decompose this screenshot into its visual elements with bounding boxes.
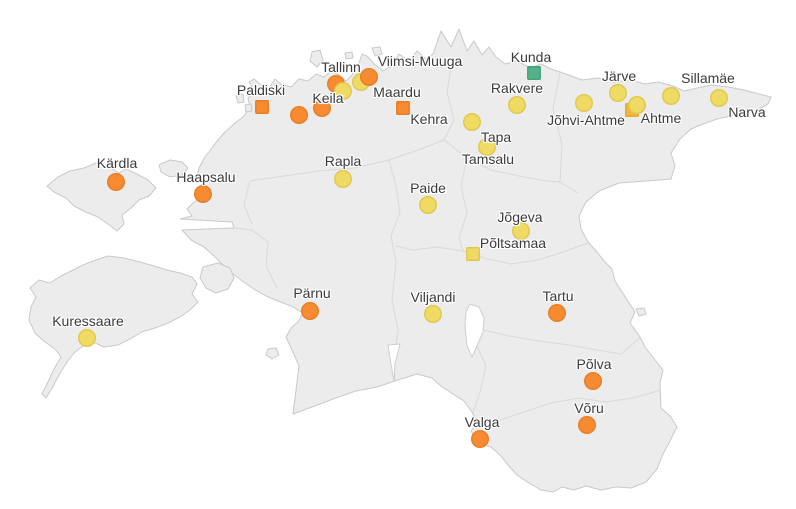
station-marker-paide[interactable]	[419, 195, 438, 214]
station-marker-parnu[interactable]	[301, 302, 320, 321]
station-marker-tartu[interactable]	[548, 304, 567, 323]
station-marker-rapla[interactable]	[334, 169, 353, 188]
station-marker-polva[interactable]	[584, 372, 603, 391]
station-marker-paldiski[interactable]	[255, 100, 269, 114]
station-marker-johvi-ahtme[interactable]	[575, 93, 594, 112]
station-marker-kehra[interactable]	[396, 101, 410, 115]
station-marker-viljandi[interactable]	[424, 305, 443, 324]
county-boundaries	[233, 61, 662, 425]
station-marker-rakvere[interactable]	[508, 95, 527, 114]
station-marker-viimsi-muuga[interactable]	[360, 67, 379, 86]
station-marker-kardla[interactable]	[106, 172, 125, 191]
station-marker-jogeva[interactable]	[512, 221, 531, 240]
island-muhu	[199, 262, 235, 294]
station-marker-ahtme[interactable]	[628, 95, 647, 114]
island-prangli	[371, 46, 383, 57]
island-pakri-2	[244, 103, 253, 113]
island-vormsi	[158, 159, 189, 178]
lake-vortsjarv	[464, 303, 485, 358]
island-piirissaar	[635, 307, 647, 317]
station-marker-tamsalu[interactable]	[478, 137, 497, 156]
station-marker-unlabeled[interactable]	[290, 105, 309, 124]
island-kihnu	[265, 347, 280, 360]
station-marker-sillamae[interactable]	[662, 86, 681, 105]
station-marker-jarve[interactable]	[609, 83, 628, 102]
island-pakri-1	[235, 93, 245, 104]
station-marker-kunda[interactable]	[527, 66, 541, 80]
island-naissaar	[309, 49, 324, 68]
station-marker-keila[interactable]	[313, 98, 332, 117]
station-marker-valga[interactable]	[471, 430, 490, 449]
station-marker-narva[interactable]	[710, 88, 729, 107]
station-marker-tapa[interactable]	[463, 112, 482, 131]
station-marker-poltsamaa[interactable]	[466, 247, 480, 261]
island-hiiumaa	[46, 162, 157, 232]
island-saaremaa	[28, 255, 199, 399]
station-marker-tallinn[interactable]	[334, 81, 353, 100]
station-marker-voru[interactable]	[578, 416, 597, 435]
station-marker-kuressaare[interactable]	[77, 329, 96, 348]
river-gap	[387, 343, 401, 382]
station-marker-haapsalu[interactable]	[193, 184, 212, 203]
station-markers-layer	[77, 66, 729, 449]
island-aegna	[344, 51, 354, 60]
